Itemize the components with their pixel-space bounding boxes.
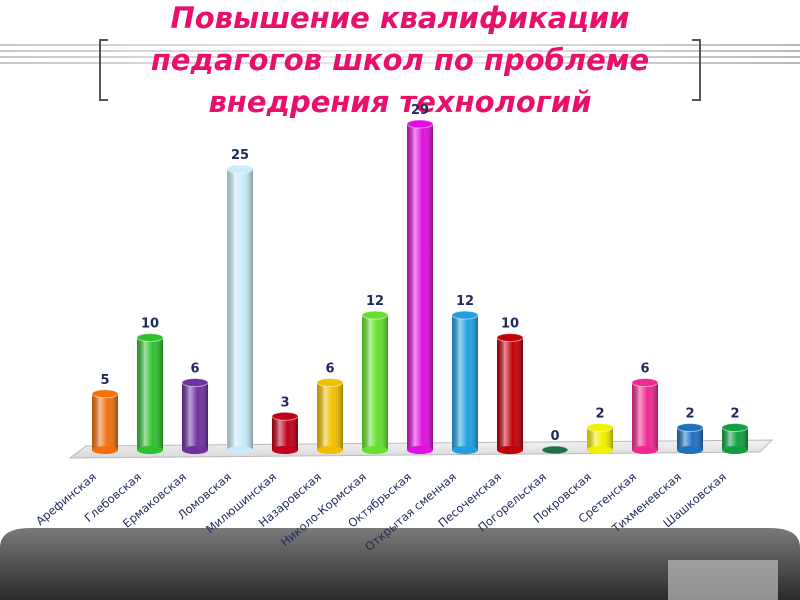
bar-cap [91, 389, 119, 399]
bar-cap [631, 378, 659, 388]
value-label: 6 [190, 362, 199, 377]
bar-cap [541, 445, 569, 455]
bar-shine [587, 427, 613, 450]
bar-cap [136, 333, 164, 343]
value-label: 12 [366, 294, 384, 309]
bar-cap [316, 378, 344, 388]
bar-base [182, 446, 208, 454]
bar-base [587, 446, 613, 454]
bar-base [272, 446, 298, 454]
header-stripes [0, 44, 800, 64]
bar-cap [271, 411, 299, 421]
bar-shine [722, 427, 748, 450]
bar-cap [361, 310, 389, 320]
bar-base [407, 446, 433, 454]
title-line: внедрения технологий [208, 85, 591, 119]
bar-base [452, 446, 478, 454]
bracket [99, 39, 108, 101]
footer-panel [0, 528, 800, 600]
title-line: педагогов школ по проблеме [151, 43, 649, 77]
value-label: 12 [456, 294, 474, 309]
value-label: 2 [685, 407, 694, 422]
value-label: 25 [231, 148, 249, 163]
value-label: 6 [640, 362, 649, 377]
title-line: Повышение квалификации [170, 1, 629, 35]
value-label: 6 [325, 362, 334, 377]
bar-base [677, 446, 703, 454]
bar-shine [677, 427, 703, 450]
bar-cap [586, 423, 614, 433]
value-label: 2 [730, 407, 739, 422]
bar-base [722, 446, 748, 454]
bar-shine [182, 382, 208, 450]
bar-cap [721, 423, 749, 433]
bar-cap [676, 423, 704, 433]
bar-base [227, 446, 253, 454]
bar-shine [407, 124, 433, 450]
bracket [692, 39, 701, 101]
value-label: 5 [100, 373, 109, 388]
bar-shine [497, 337, 523, 450]
bar-cap [181, 378, 209, 388]
value-label: 10 [501, 317, 519, 332]
value-label: 2 [595, 407, 604, 422]
bar-cap [226, 164, 254, 174]
value-label: 10 [141, 317, 159, 332]
plot: 5Арефинская10Глебовская6Ермаковская25Лом… [33, 103, 749, 554]
bar-base [632, 446, 658, 454]
value-label: 0 [550, 429, 559, 444]
bar-shine [362, 315, 388, 450]
bar-shine [317, 382, 343, 450]
bar-shine [227, 168, 253, 450]
bar-base [362, 446, 388, 454]
bar-cap [496, 333, 524, 343]
bar-cap [451, 310, 479, 320]
bar-shine [632, 382, 658, 450]
bar-shine [272, 416, 298, 450]
value-label: 3 [280, 395, 289, 410]
footer-decor [668, 560, 778, 600]
bar-base [92, 446, 118, 454]
bar-base [137, 446, 163, 454]
value-label: 29 [411, 103, 429, 118]
bar-shine [137, 337, 163, 450]
bar-shine [452, 315, 478, 450]
bar-base [317, 446, 343, 454]
bar-base [497, 446, 523, 454]
bar-cap [406, 119, 434, 129]
bar-shine [92, 393, 118, 450]
